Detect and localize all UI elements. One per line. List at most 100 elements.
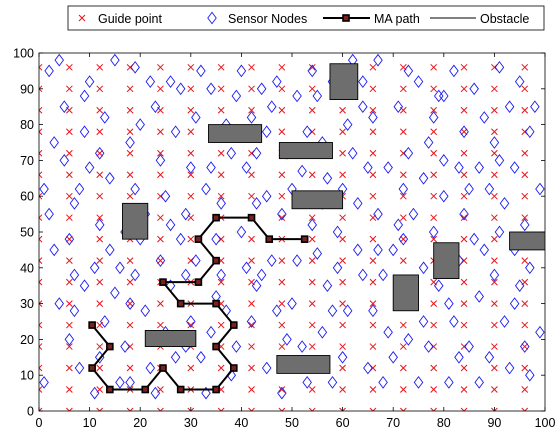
guide-point bbox=[430, 85, 438, 93]
sensor-node bbox=[514, 279, 525, 293]
obstacle bbox=[278, 142, 333, 160]
guide-point bbox=[369, 386, 377, 393]
sensor-node bbox=[261, 125, 272, 139]
sensor-node bbox=[459, 125, 469, 139]
sensor-node bbox=[327, 376, 338, 389]
guide-point bbox=[66, 192, 73, 200]
sensor-node bbox=[272, 304, 282, 318]
sensor-node bbox=[297, 340, 307, 353]
sensor-node bbox=[266, 254, 277, 267]
sensor-node bbox=[459, 207, 469, 221]
sensor-node bbox=[94, 146, 105, 160]
guide-point bbox=[339, 257, 346, 264]
sensor-node bbox=[206, 161, 216, 174]
guide-point bbox=[248, 300, 255, 307]
sensor-node bbox=[439, 189, 449, 203]
sensor-node bbox=[489, 136, 500, 149]
guide-point bbox=[39, 278, 43, 286]
ma-path-waypoint bbox=[159, 278, 167, 286]
sensor-node bbox=[79, 125, 90, 139]
sensor-node bbox=[307, 64, 318, 78]
sensor-node bbox=[110, 53, 120, 67]
sensor-node bbox=[231, 89, 242, 103]
sensor-node bbox=[180, 207, 191, 221]
sensor-node bbox=[474, 161, 484, 174]
legend-entry-obstacle: Obstacle bbox=[430, 12, 529, 26]
ma-path-waypoint bbox=[247, 213, 256, 222]
x-tick-label: 50 bbox=[285, 416, 299, 430]
sensor-node bbox=[145, 75, 156, 88]
guide-point bbox=[521, 300, 529, 307]
guide-point bbox=[491, 343, 498, 350]
obstacle bbox=[144, 330, 197, 348]
sensor-node bbox=[110, 286, 120, 300]
guide-point bbox=[157, 149, 164, 157]
guide-point bbox=[369, 63, 377, 71]
guide-point bbox=[96, 128, 104, 136]
sensor-node bbox=[494, 60, 505, 74]
ma-path-waypoint bbox=[194, 278, 203, 286]
guide-point bbox=[39, 257, 43, 264]
sensor-node bbox=[150, 100, 161, 114]
sensor-node bbox=[226, 146, 237, 160]
ma-path-waypoint bbox=[230, 321, 238, 329]
sensor-node bbox=[342, 118, 353, 131]
sensor-node bbox=[292, 254, 302, 267]
sensor-node bbox=[282, 333, 292, 346]
sensor-node bbox=[444, 376, 454, 389]
guide-point bbox=[278, 343, 286, 350]
guide-point bbox=[278, 171, 286, 179]
sensor-node bbox=[423, 340, 434, 353]
obstacle bbox=[392, 274, 419, 312]
sensor-node bbox=[454, 350, 464, 364]
guide-point bbox=[369, 149, 377, 157]
guide-point bbox=[339, 149, 346, 157]
x-tick-label: 90 bbox=[487, 416, 501, 430]
sensor-node bbox=[191, 111, 201, 124]
guide-point bbox=[430, 149, 438, 157]
guide-point bbox=[308, 85, 316, 93]
y-axis: 0 10 20 30 40 50 60 70 80 90 100 bbox=[13, 47, 545, 419]
sensor-node bbox=[287, 297, 297, 310]
sensor-node bbox=[125, 376, 135, 389]
obstacle bbox=[122, 202, 149, 240]
guide-point bbox=[460, 278, 468, 286]
guide-point bbox=[399, 407, 407, 411]
sensor-node bbox=[525, 261, 535, 275]
guide-point bbox=[126, 128, 134, 136]
sensor-node bbox=[251, 146, 262, 160]
guide-point bbox=[491, 85, 498, 93]
y-tick-label: 20 bbox=[20, 333, 34, 347]
sensor-node bbox=[439, 154, 449, 167]
guide-point bbox=[39, 63, 43, 71]
sensor-node bbox=[236, 225, 247, 239]
sensor-node bbox=[393, 218, 404, 232]
sensor-node bbox=[186, 161, 196, 174]
sensor-node bbox=[519, 218, 530, 232]
guide-point bbox=[39, 364, 43, 372]
guide-point bbox=[399, 235, 407, 243]
ma-path-waypoint bbox=[159, 364, 167, 372]
guide-point bbox=[308, 257, 316, 264]
sensor-node bbox=[302, 125, 312, 139]
sensor-node bbox=[479, 243, 490, 257]
sensor-node bbox=[256, 82, 267, 96]
sensor-node bbox=[428, 111, 439, 124]
guide-point bbox=[157, 171, 164, 179]
legend-marker-sensor-nodes bbox=[207, 11, 217, 25]
guide-point bbox=[491, 257, 498, 264]
sensor-node bbox=[266, 100, 277, 114]
guide-point bbox=[491, 321, 498, 329]
guide-point bbox=[430, 214, 438, 222]
guide-point bbox=[491, 128, 498, 136]
sensor-node bbox=[383, 325, 393, 339]
guide-point bbox=[126, 364, 134, 372]
sensor-node bbox=[358, 268, 368, 282]
guide-point bbox=[308, 321, 316, 329]
guide-point bbox=[157, 128, 164, 136]
guide-point bbox=[460, 149, 468, 157]
ma-path-waypoint bbox=[194, 235, 203, 243]
sensor-node bbox=[135, 118, 145, 131]
guide-point bbox=[339, 106, 346, 114]
ma-path-waypoint bbox=[176, 385, 185, 394]
